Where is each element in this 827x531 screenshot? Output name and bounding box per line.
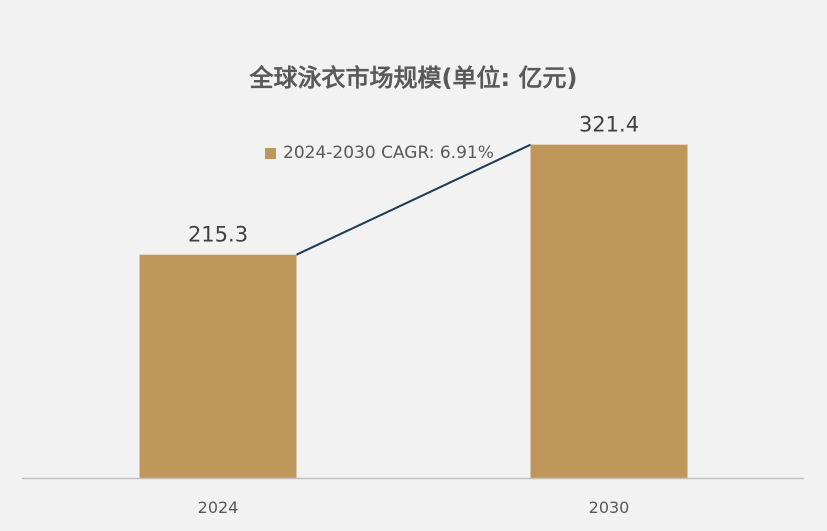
legend-label: 2024-2030 CAGR: 6.91%	[283, 143, 494, 163]
legend-swatch	[265, 147, 276, 159]
bar-2024	[139, 254, 297, 478]
cagr-connector-line	[296, 143, 531, 256]
legend: 2024-2030 CAGR: 6.91%	[265, 143, 494, 163]
x-tick-label-2024: 2024	[198, 498, 239, 517]
chart-title: 全球泳衣市场规模(单位: 亿元)	[249, 64, 578, 92]
x-tick-label-2030: 2030	[589, 498, 630, 517]
bar-2030	[530, 144, 688, 478]
data-label-2030: 321.4	[579, 113, 639, 137]
data-label-2024: 215.3	[188, 223, 248, 247]
